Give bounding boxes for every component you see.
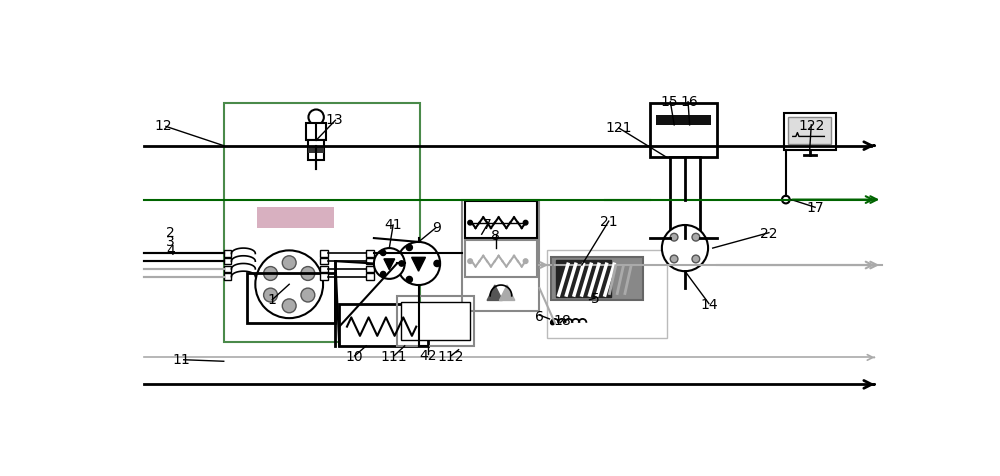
Circle shape — [434, 260, 440, 267]
Bar — [224, 258, 231, 264]
Text: 7: 7 — [483, 218, 491, 232]
Bar — [320, 250, 328, 257]
Circle shape — [670, 233, 678, 241]
Circle shape — [399, 261, 404, 266]
Circle shape — [523, 220, 528, 225]
Bar — [366, 274, 374, 280]
Text: 21: 21 — [600, 215, 618, 229]
Circle shape — [662, 225, 708, 271]
Circle shape — [264, 288, 277, 302]
Circle shape — [255, 250, 323, 318]
Circle shape — [380, 250, 386, 256]
Bar — [788, 117, 831, 144]
Text: 3: 3 — [166, 235, 175, 249]
Text: 10: 10 — [346, 350, 363, 365]
Polygon shape — [412, 258, 425, 271]
Bar — [784, 112, 836, 149]
Circle shape — [468, 220, 472, 225]
Text: 121: 121 — [606, 121, 632, 135]
Bar — [320, 266, 328, 272]
Bar — [465, 239, 537, 277]
Text: 1: 1 — [268, 293, 277, 307]
Text: 5: 5 — [591, 292, 599, 306]
Bar — [247, 273, 335, 323]
Bar — [366, 258, 374, 264]
Bar — [306, 123, 326, 140]
Circle shape — [406, 277, 412, 283]
Bar — [366, 250, 374, 257]
Circle shape — [374, 248, 405, 279]
Text: 18: 18 — [554, 314, 571, 328]
Text: 12: 12 — [155, 119, 173, 133]
Text: 112: 112 — [438, 350, 464, 365]
Bar — [656, 115, 711, 125]
Bar — [547, 249, 667, 338]
Bar — [462, 199, 539, 311]
Text: 17: 17 — [806, 201, 824, 215]
Bar — [650, 103, 717, 157]
Bar — [320, 274, 328, 280]
Polygon shape — [487, 285, 502, 300]
Bar — [224, 250, 231, 257]
Text: 4: 4 — [166, 244, 175, 258]
Bar — [670, 157, 700, 238]
Circle shape — [282, 299, 296, 313]
Bar — [308, 147, 324, 153]
Circle shape — [380, 271, 386, 277]
Text: 2: 2 — [166, 226, 175, 240]
Text: 22: 22 — [760, 227, 778, 241]
Circle shape — [301, 288, 315, 302]
Polygon shape — [499, 285, 515, 300]
Bar — [397, 296, 474, 346]
Circle shape — [406, 244, 412, 250]
Bar — [366, 266, 374, 272]
Bar — [551, 258, 643, 300]
Circle shape — [301, 267, 315, 280]
Text: 11: 11 — [173, 353, 190, 367]
Bar — [308, 140, 324, 159]
Polygon shape — [384, 259, 395, 269]
Text: 122: 122 — [798, 119, 824, 133]
Text: 8: 8 — [491, 229, 500, 243]
Circle shape — [692, 255, 700, 263]
Bar — [465, 201, 537, 238]
Circle shape — [264, 267, 277, 280]
Circle shape — [692, 233, 700, 241]
Text: 14: 14 — [700, 298, 718, 312]
Text: 13: 13 — [325, 113, 343, 127]
Bar — [556, 260, 611, 297]
Text: 111: 111 — [381, 350, 407, 365]
Circle shape — [468, 259, 472, 264]
Text: 6: 6 — [535, 309, 544, 324]
Text: 15: 15 — [660, 95, 678, 109]
Text: 9: 9 — [433, 221, 441, 235]
Bar — [224, 274, 231, 280]
Bar — [401, 302, 470, 340]
Text: 42: 42 — [419, 349, 437, 363]
Circle shape — [282, 256, 296, 269]
Circle shape — [670, 255, 678, 263]
Text: 41: 41 — [384, 218, 402, 232]
Circle shape — [782, 196, 790, 203]
Circle shape — [551, 321, 554, 325]
Circle shape — [523, 259, 528, 264]
Bar — [224, 266, 231, 272]
Circle shape — [397, 242, 440, 285]
Bar — [320, 258, 328, 264]
Bar — [257, 207, 334, 228]
Circle shape — [308, 109, 324, 125]
Bar — [339, 304, 428, 346]
Bar — [224, 103, 420, 342]
Text: 16: 16 — [681, 95, 698, 109]
